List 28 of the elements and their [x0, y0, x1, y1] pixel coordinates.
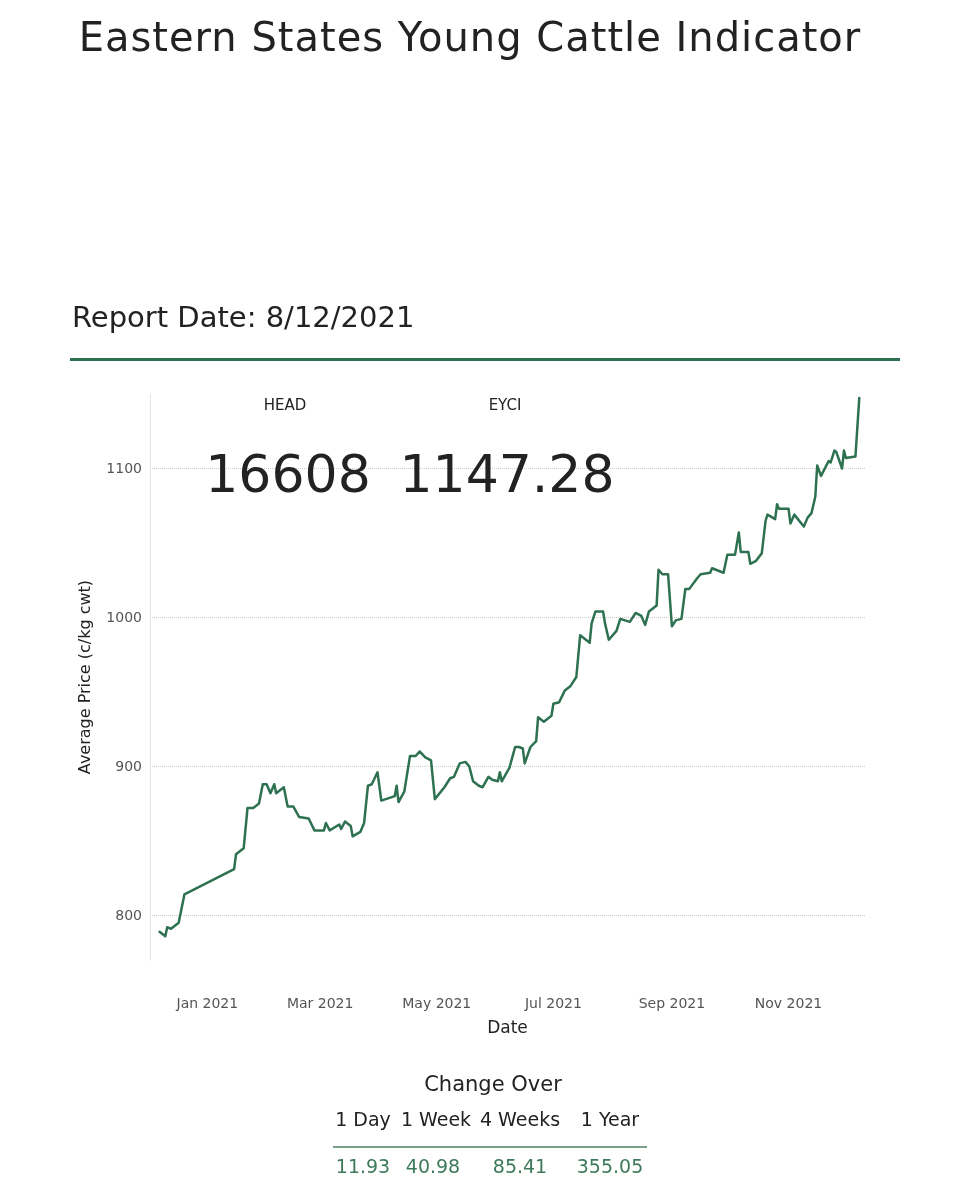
chart-subtitle: Report Date: 8/12/2021 [72, 300, 415, 334]
y-tick-label: 900 [115, 758, 142, 775]
x-axis-title: Date [487, 1016, 528, 1037]
y-tick-label: 1100 [106, 460, 142, 477]
x-tick-label: Nov 2021 [754, 995, 823, 1011]
chart-title: Eastern States Young Cattle Indicator [77, 14, 863, 60]
text: 1 Week [400, 1108, 472, 1130]
text: 1 Year [580, 1108, 640, 1130]
x-tick-label: Mar 2021 [286, 995, 354, 1011]
text: 1 Day [335, 1108, 391, 1130]
text: 40.98 [405, 1155, 461, 1177]
text: Change Over [424, 1072, 562, 1096]
text: 4 Weeks [479, 1108, 561, 1130]
text: 11.93 [335, 1155, 391, 1177]
x-tick-label: May 2021 [402, 995, 472, 1011]
annotation: EYCI [488, 396, 522, 414]
text: 85.41 [492, 1155, 548, 1177]
y-tick-label: 800 [115, 907, 142, 924]
annotation: 1147.28 [399, 444, 615, 504]
y-tick-label: 1000 [106, 609, 142, 626]
x-tick-label: Jul 2021 [523, 995, 582, 1011]
annotation: 16608 [205, 444, 371, 504]
line-series [158, 396, 861, 938]
x-tick-label: Sep 2021 [638, 995, 706, 1011]
text: 355.05 [576, 1155, 644, 1177]
y-axis-title: Average Price (c/kg cwt) [74, 579, 94, 775]
annotation: HEAD [263, 396, 307, 414]
x-tick-label: Jan 2021 [175, 995, 239, 1011]
